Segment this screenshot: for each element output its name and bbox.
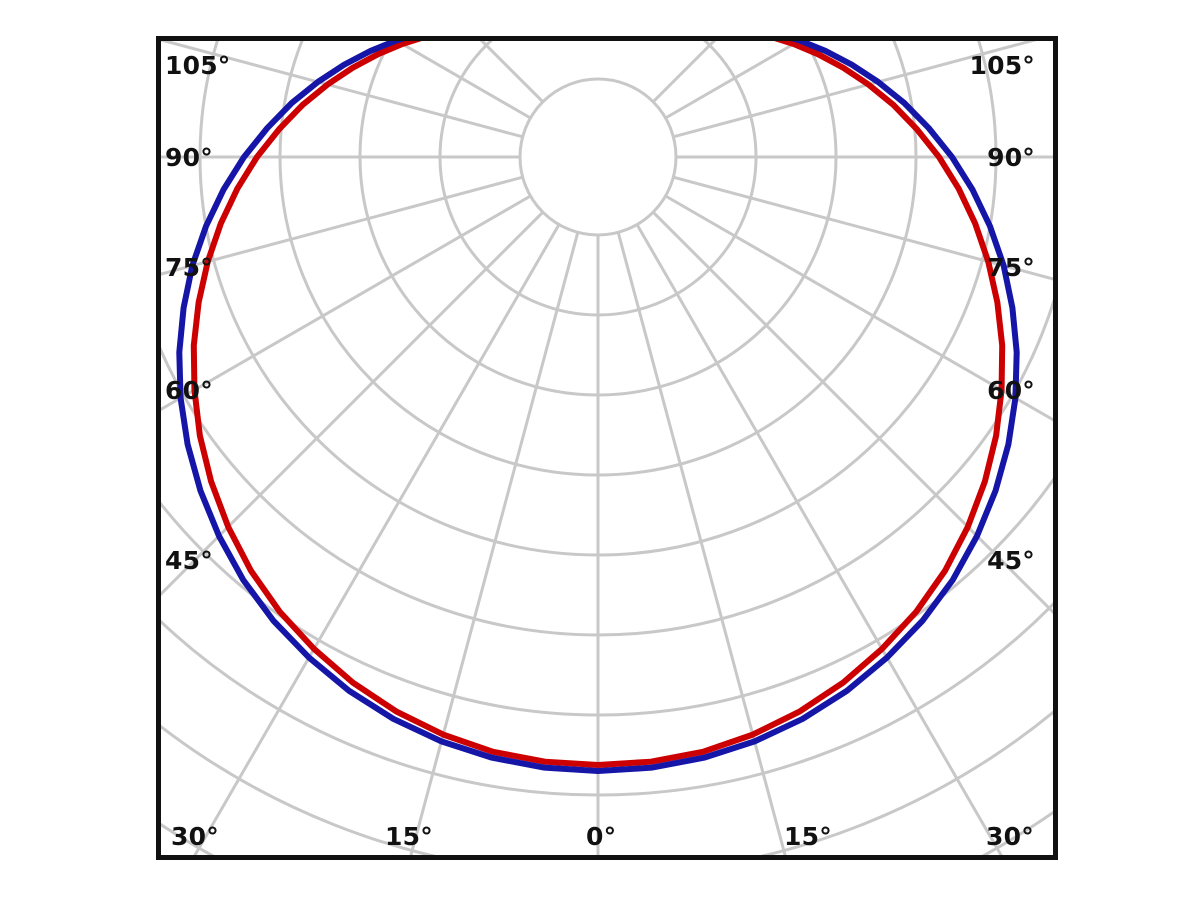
axis-label-bottom-right-15: 15° — [784, 822, 832, 851]
grid-ray-75 — [672, 175, 1053, 281]
grid-ray--30 — [193, 223, 561, 855]
axis-label-bottom-0: 0° — [586, 822, 617, 851]
grid-ray--60 — [161, 194, 532, 412]
distribution-curves — [176, 41, 1020, 774]
axis-label-left-60: 60° — [165, 376, 213, 405]
grid-ray-15 — [616, 231, 787, 855]
axis-label-left-45: 45° — [165, 546, 213, 575]
axis-label-right-90: 90° — [987, 143, 1035, 172]
grid-ray-60 — [664, 194, 1053, 422]
grid-ray--15 — [409, 231, 580, 855]
grid-ray--75 — [161, 175, 524, 276]
axis-label-right-45: 45° — [987, 546, 1035, 575]
axis-label-left-75: 75° — [165, 253, 213, 282]
grid-ray-45 — [652, 211, 1053, 615]
axis-label-bottom-left-15: 15° — [385, 822, 433, 851]
plot-frame — [156, 36, 1058, 860]
axis-label-left-90: 90° — [165, 143, 213, 172]
polar-grid — [161, 41, 1053, 855]
curve-c90-c270 — [176, 41, 1020, 774]
grid-ray--45 — [161, 211, 544, 597]
axis-label-left-105: 105° — [165, 51, 231, 80]
axis-label-bottom-right-30: 30° — [986, 822, 1034, 851]
axis-label-right-60: 60° — [987, 376, 1035, 405]
curve-c0-c180 — [190, 41, 1006, 768]
axis-label-right-75: 75° — [987, 253, 1035, 282]
grid-ray--105 — [161, 41, 524, 139]
grid-ray-30 — [635, 223, 1003, 855]
axis-label-bottom-left-30: 30° — [171, 822, 219, 851]
axis-label-right-105: 105° — [969, 51, 1035, 80]
grid-ray-105 — [672, 41, 1037, 139]
